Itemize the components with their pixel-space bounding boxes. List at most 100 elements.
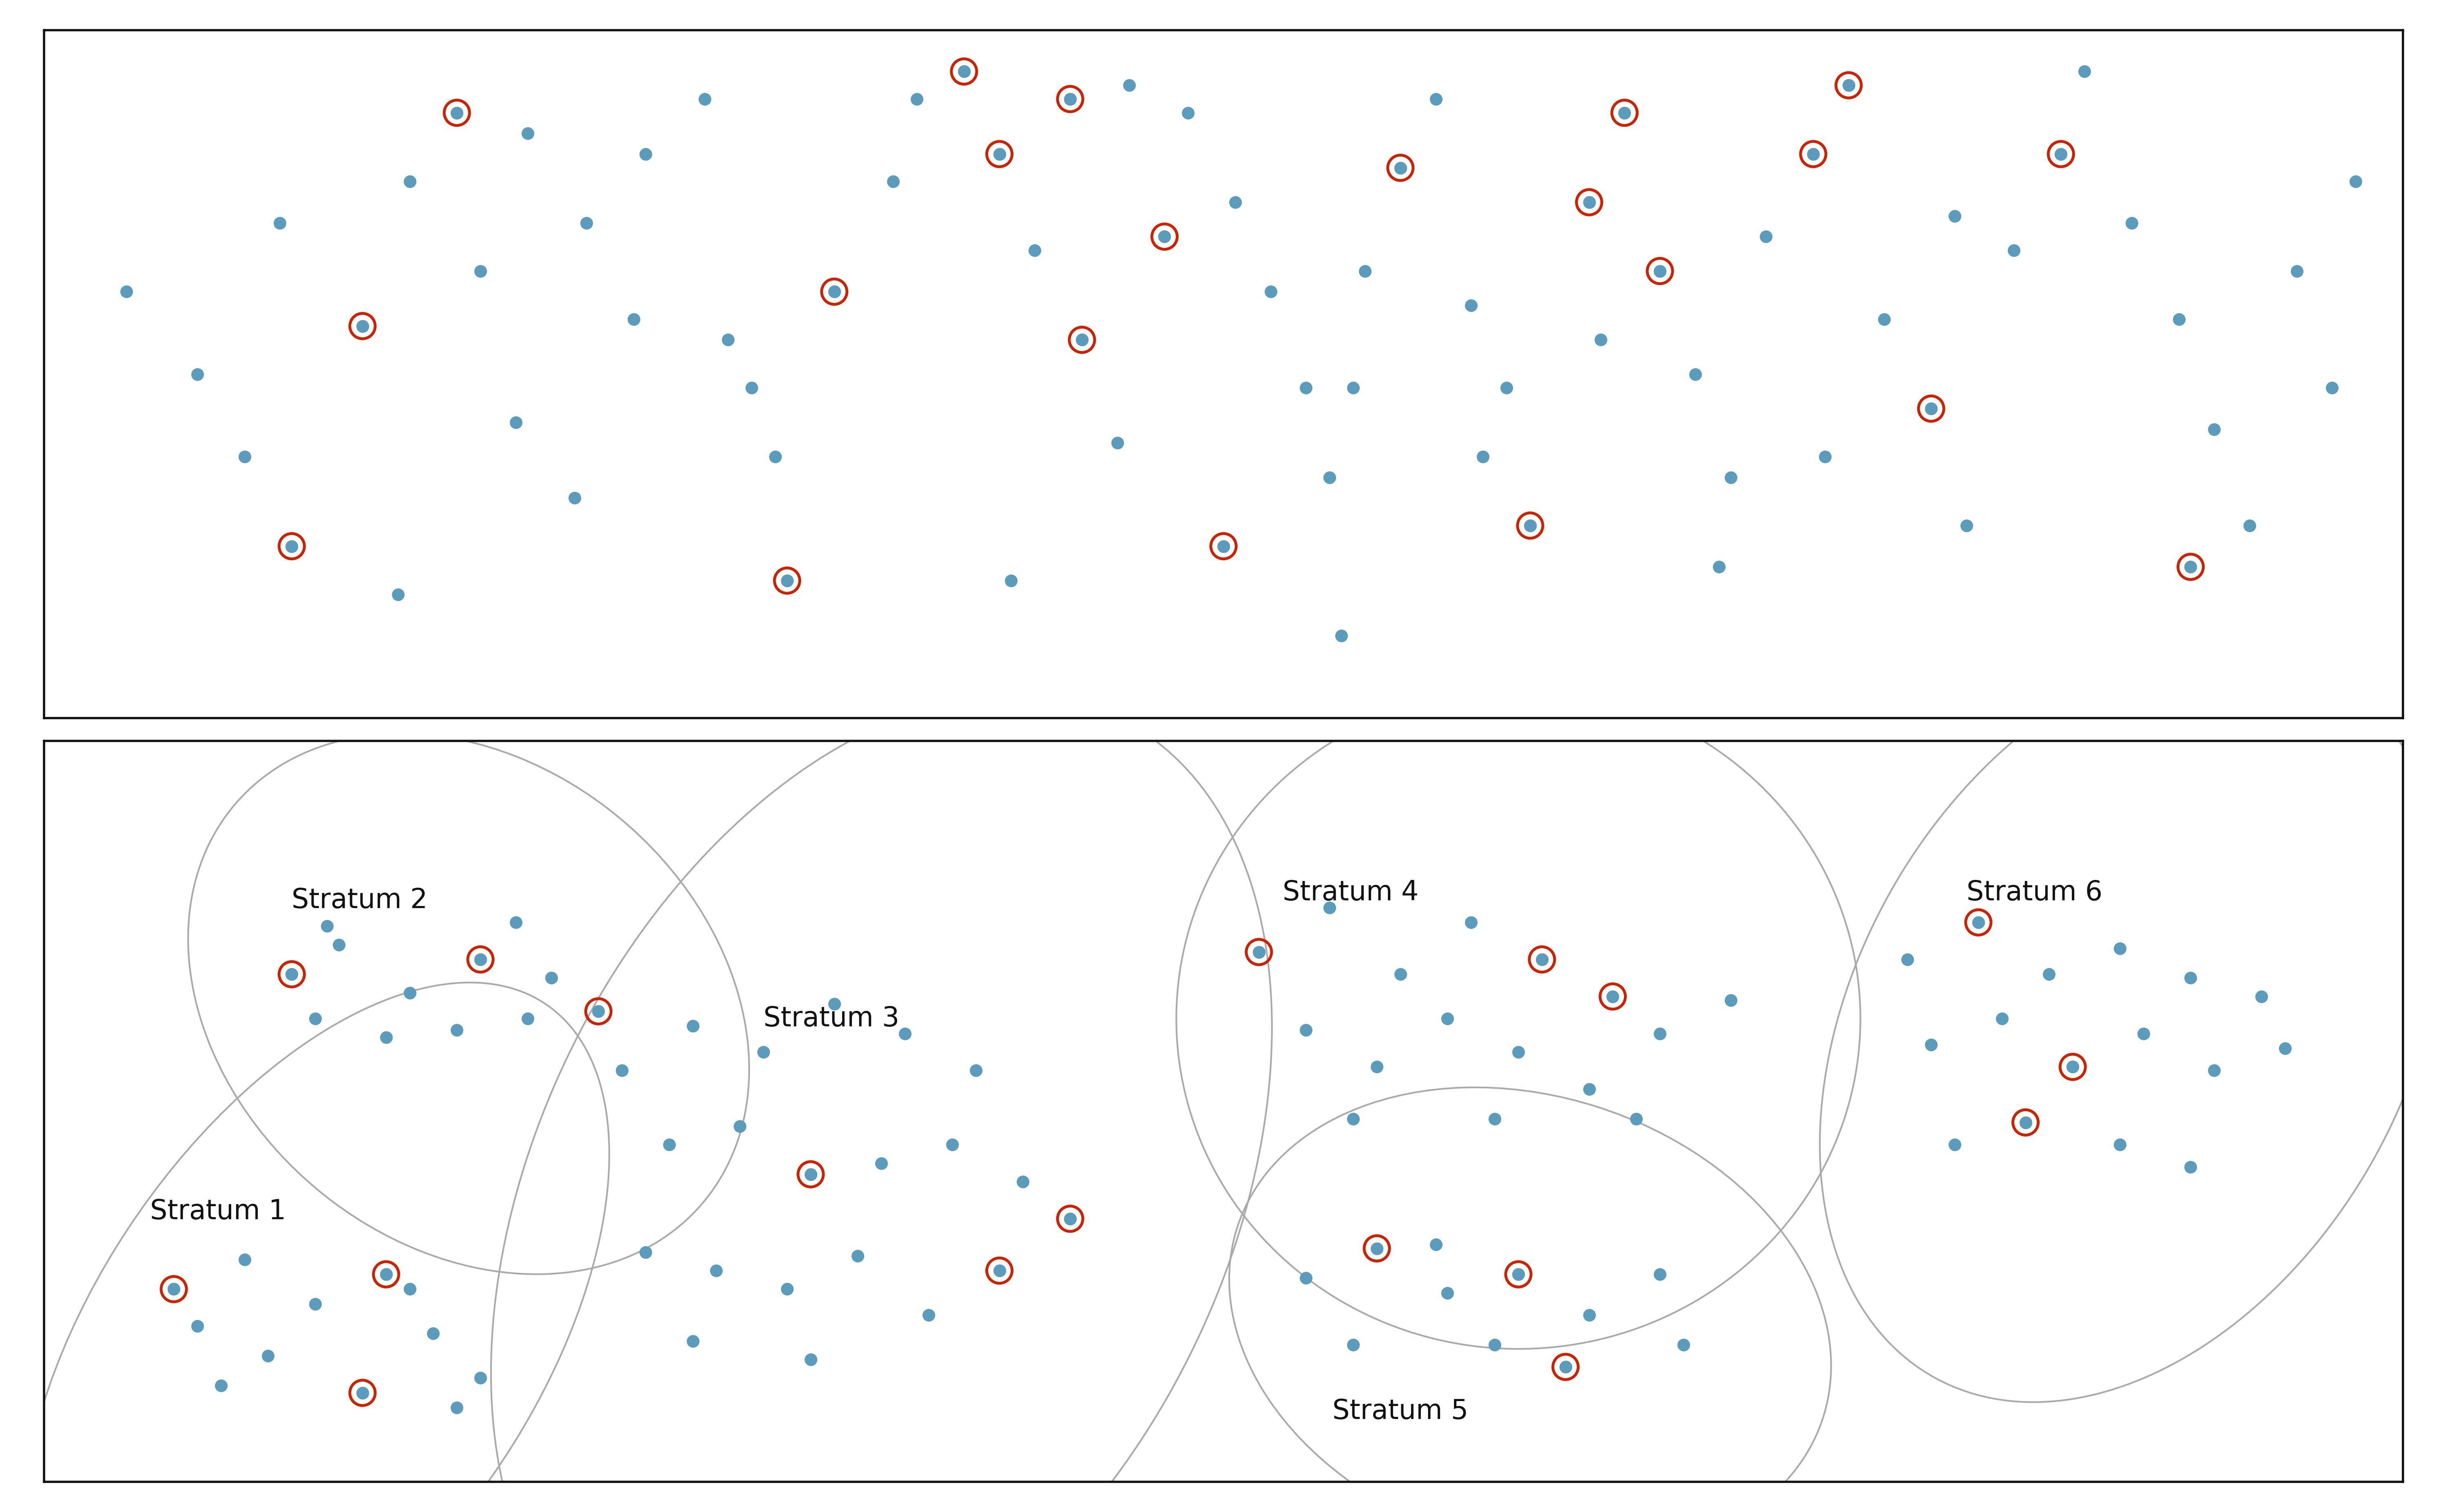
Point [1794, 142, 1833, 166]
Point [1476, 1332, 1515, 1356]
Point [497, 910, 536, 934]
Point [2266, 1036, 2305, 1060]
Text: Stratum 3: Stratum 3 [763, 1005, 900, 1033]
Point [460, 259, 499, 283]
Point [1522, 948, 1561, 972]
Point [2053, 1055, 2092, 1080]
Point [1617, 1107, 1657, 1131]
Point [1488, 376, 1527, 401]
Point [2158, 307, 2197, 331]
Point [1569, 1303, 1608, 1328]
Point [1547, 1355, 1586, 1379]
Point [1936, 204, 1975, 228]
Point [1664, 1332, 1703, 1356]
Point [1380, 156, 1419, 180]
Point [2112, 210, 2151, 234]
Point [1451, 910, 1490, 934]
Point [1605, 101, 1644, 125]
Point [1346, 259, 1385, 283]
Point [1145, 224, 1184, 248]
Point [1334, 1107, 1373, 1131]
Point [1050, 1207, 1089, 1231]
Point [108, 280, 147, 304]
Point [1806, 445, 1845, 469]
Point [460, 948, 499, 972]
Point [1794, 142, 1833, 166]
Point [1238, 940, 1277, 965]
Point [979, 142, 1018, 166]
Point [531, 966, 570, 990]
Point [898, 86, 937, 112]
Point [1050, 86, 1089, 112]
Point [2100, 936, 2139, 960]
Point [1911, 1033, 1950, 1057]
Point [991, 569, 1030, 593]
Point [1216, 191, 1255, 215]
Point [1204, 534, 1243, 558]
Point [1593, 984, 1632, 1009]
Point [438, 1018, 477, 1042]
Point [1287, 376, 1326, 401]
Point [744, 1040, 783, 1064]
Point [1498, 1263, 1537, 1287]
Point [1510, 514, 1549, 538]
Point [438, 1396, 477, 1420]
Point [1569, 191, 1608, 215]
Point [2312, 376, 2352, 401]
Point [272, 534, 311, 558]
Point [1911, 396, 1950, 420]
Point [1958, 910, 1997, 934]
Point [626, 142, 666, 166]
Point [509, 121, 548, 145]
Point [1794, 142, 1833, 166]
Point [1710, 989, 1750, 1013]
Point [1994, 239, 2033, 263]
Point [318, 933, 357, 957]
Point [1698, 555, 1737, 579]
Point [732, 376, 771, 401]
Point [367, 1263, 406, 1287]
Point [673, 1329, 712, 1353]
Point [1747, 224, 1786, 248]
Text: Stratum 4: Stratum 4 [1282, 880, 1419, 906]
Point [1050, 86, 1089, 112]
Point [2053, 1055, 2092, 1080]
Point [1605, 101, 1644, 125]
Point [815, 280, 854, 304]
Point [945, 59, 984, 83]
Point [154, 1278, 193, 1302]
Point [1062, 328, 1101, 352]
Point [1204, 534, 1243, 558]
Point [697, 1258, 737, 1282]
Point [1865, 307, 1904, 331]
Point [979, 1258, 1018, 1282]
Text: Stratum 2: Stratum 2 [291, 886, 428, 913]
Point [2124, 1022, 2163, 1046]
Point [272, 534, 311, 558]
Point [1593, 984, 1632, 1009]
Point [979, 142, 1018, 166]
Point [389, 169, 428, 194]
Point [438, 101, 477, 125]
Point [979, 142, 1018, 166]
Point [1911, 396, 1950, 420]
Point [945, 59, 984, 83]
Point [710, 328, 749, 352]
Point [673, 1015, 712, 1039]
Point [2053, 1055, 2092, 1080]
Point [1334, 1332, 1373, 1356]
Point [1429, 1007, 1468, 1031]
Point [1358, 1237, 1397, 1261]
Point [2029, 962, 2068, 986]
Text: Stratum 5: Stratum 5 [1334, 1399, 1468, 1424]
Point [945, 59, 984, 83]
Point [874, 169, 913, 194]
Point [1948, 514, 1987, 538]
Point [259, 210, 299, 234]
Point [685, 86, 724, 112]
Point [957, 1058, 996, 1083]
Point [1510, 514, 1549, 538]
Point [343, 1380, 382, 1405]
Point [886, 1022, 925, 1046]
Point [296, 1007, 335, 1031]
